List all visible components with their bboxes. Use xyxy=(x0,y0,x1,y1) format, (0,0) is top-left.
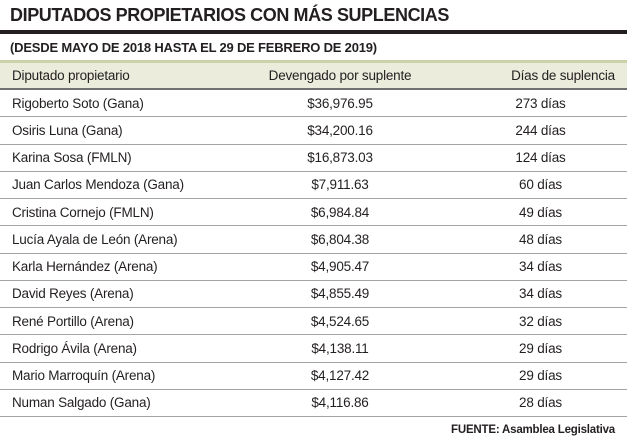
table-row: Juan Carlos Mendoza (Gana) $7,911.63 60 … xyxy=(0,172,627,199)
column-header-dias: Días de suplencia xyxy=(511,68,615,83)
diputado-cell: Rodrigo Ávila (Arena) xyxy=(12,340,137,356)
devengado-cell: $6,804.38 xyxy=(310,231,370,247)
devengado-cell: $7,911.63 xyxy=(311,177,369,193)
dias-cell: 34 días xyxy=(519,286,562,302)
table-row: Cristina Cornejo (FMLN) $6,984.84 49 día… xyxy=(0,199,627,227)
devengado-cell: $4,138.11 xyxy=(311,340,369,356)
table-row: René Portillo (Arena) $4,524.65 32 días xyxy=(0,308,627,336)
dias-cell: 34 días xyxy=(519,259,562,275)
page-title: DIPUTADOS PROPIETARIOS CON MÁS SUPLENCIA… xyxy=(10,5,449,25)
dias-cell: 32 días xyxy=(519,313,562,329)
diputado-cell: Lucía Ayala de León (Arena) xyxy=(12,231,178,247)
table-row: Karla Hernández (Arena) $4,905.47 34 día… xyxy=(0,254,627,281)
column-header-diputado: Diputado propietario xyxy=(12,68,130,83)
diputado-cell: Juan Carlos Mendoza (Gana) xyxy=(12,177,184,193)
table-row: Lucía Ayala de León (Arena) $6,804.38 48… xyxy=(0,226,627,254)
dias-cell: 273 días xyxy=(515,95,566,111)
date-range-subtitle: (DESDE MAYO DE 2018 HASTA EL 29 DE FEBRE… xyxy=(10,40,377,55)
diputado-cell: Cristina Cornejo (FMLN) xyxy=(12,204,154,220)
table-row: Karina Sosa (FMLN) $16,873.03 124 días xyxy=(0,145,627,172)
devengado-cell: $16,873.03 xyxy=(307,150,373,166)
devengado-cell: $34,200.16 xyxy=(307,122,373,138)
devengado-cell: $36,976.95 xyxy=(307,95,373,111)
source-note: FUENTE: Asamblea Legislativa xyxy=(451,424,615,436)
column-header-devengado: Devengado por suplente xyxy=(268,68,412,83)
dias-cell: 29 días xyxy=(519,340,562,356)
table-body: Rigoberto Soto (Gana) $36,976.95 273 día… xyxy=(0,90,627,417)
accent-divider xyxy=(0,60,627,63)
devengado-cell: $4,855.49 xyxy=(310,286,370,302)
diputado-cell: Karla Hernández (Arena) xyxy=(12,259,158,275)
table-row: Osiris Luna (Gana) $34,200.16 244 días xyxy=(0,117,627,145)
dias-cell: 28 días xyxy=(519,395,562,411)
table-row: Rodrigo Ávila (Arena) $4,138.11 29 días xyxy=(0,335,627,363)
diputado-cell: Karina Sosa (FMLN) xyxy=(12,150,132,166)
dias-cell: 124 días xyxy=(515,150,566,166)
diputado-cell: Mario Marroquín (Arena) xyxy=(12,368,156,384)
dias-cell: 49 días xyxy=(519,204,562,220)
diputado-cell: René Portillo (Arena) xyxy=(12,313,134,329)
table-row: Rigoberto Soto (Gana) $36,976.95 273 día… xyxy=(0,90,627,118)
dias-cell: 29 días xyxy=(519,368,562,384)
diputado-cell: David Reyes (Arena) xyxy=(12,286,134,302)
diputado-cell: Rigoberto Soto (Gana) xyxy=(12,95,144,111)
devengado-cell: $6,984.84 xyxy=(310,204,370,220)
devengado-cell: $4,524.65 xyxy=(310,313,370,329)
table-row: David Reyes (Arena) $4,855.49 34 días xyxy=(0,281,627,308)
diputado-cell: Osiris Luna (Gana) xyxy=(12,122,123,138)
devengado-cell: $4,905.47 xyxy=(310,259,370,275)
devengado-cell: $4,116.86 xyxy=(311,395,369,411)
dias-cell: 48 días xyxy=(519,231,562,247)
dias-cell: 244 días xyxy=(515,122,566,138)
table-row: Numan Salgado (Gana) $4,116.86 28 días xyxy=(0,390,627,417)
table-row: Mario Marroquín (Arena) $4,127.42 29 día… xyxy=(0,363,627,390)
title-divider xyxy=(0,30,627,34)
devengado-cell: $4,127.42 xyxy=(310,368,370,384)
diputado-cell: Numan Salgado (Gana) xyxy=(12,395,151,411)
table-header-row: Diputado propietario Devengado por suple… xyxy=(0,63,627,90)
dias-cell: 60 días xyxy=(519,177,562,193)
